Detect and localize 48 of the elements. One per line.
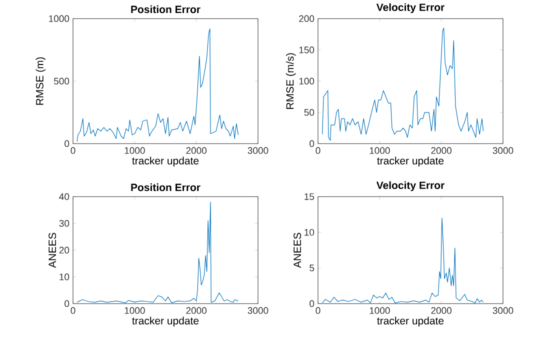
x-tick-label: 1000 (370, 147, 390, 154)
y-tick-label: 10 (60, 274, 70, 280)
y-axis-title: RMSE (m) (36, 57, 46, 105)
x-tick-label: 0 (70, 147, 76, 154)
chart-title: Velocity Error (376, 182, 444, 192)
x-tick-label: 2000 (186, 307, 207, 314)
y-axis-title: ANEES (48, 233, 56, 268)
chart-title: Position Error (131, 6, 200, 14)
y-tick-label: 0 (310, 140, 314, 148)
y-tick-label: 30 (59, 220, 70, 227)
line-series (76, 28, 239, 142)
x-tick-label: 1000 (124, 307, 145, 314)
x-axis-title: tracker update (377, 316, 444, 327)
x-tick-label: 1000 (370, 307, 390, 314)
y-tick-label: 50 (304, 109, 314, 116)
y-tick-label: 100 (299, 78, 314, 85)
x-tick-label: 3000 (248, 147, 268, 154)
y-tick-label: 10 (304, 229, 314, 236)
y-axis-title: ANEES (294, 233, 302, 268)
x-tick-label: 3000 (248, 307, 268, 314)
y-tick-label: 200 (299, 15, 314, 22)
y-tick-label: 40 (59, 193, 70, 200)
y-axis-title: RMSE (m/s) (286, 53, 296, 110)
x-tick-label: 3000 (492, 307, 514, 314)
y-tick-label: 1000 (49, 15, 70, 22)
x-tick-label: 3000 (492, 147, 514, 154)
y-tick-label: 15 (304, 194, 314, 200)
line-series (322, 218, 484, 304)
y-tick-label: 150 (299, 46, 314, 54)
x-axis-title: tracker update (132, 156, 199, 167)
x-tick-label: 2000 (431, 147, 452, 154)
y-tick-label: 20 (59, 246, 70, 254)
x-tick-label: 0 (70, 307, 76, 314)
x-tick-label: 2000 (431, 307, 452, 314)
chart-title: Position Error (131, 184, 200, 192)
x-tick-label: 1000 (124, 147, 145, 154)
y-tick-label: 5 (310, 264, 314, 272)
chart-title: Velocity Error (376, 4, 444, 14)
x-tick-label: 2000 (186, 147, 207, 154)
x-axis-title: tracker update (377, 156, 444, 167)
x-tick-label: 0 (316, 147, 320, 154)
y-tick-label: 0 (310, 300, 314, 308)
y-tick-label: 0 (64, 300, 70, 308)
x-axis-title: tracker update (132, 316, 199, 327)
y-tick-label: 0 (64, 140, 70, 148)
x-tick-label: 0 (316, 307, 320, 314)
line-series (76, 202, 239, 304)
y-tick-label: 500 (54, 78, 70, 85)
